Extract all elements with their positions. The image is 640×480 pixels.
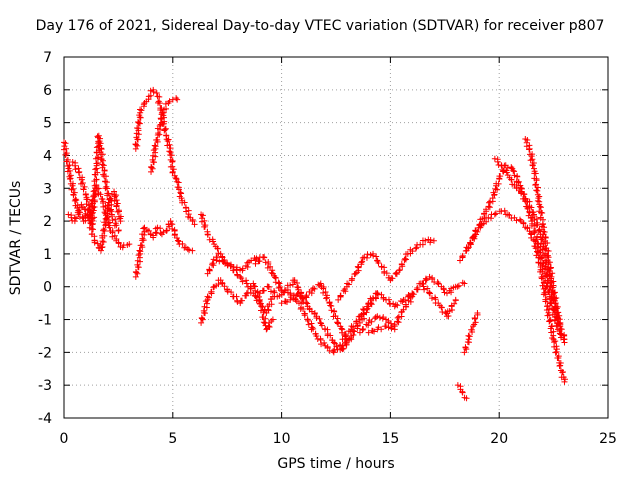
x-tick-label: 25	[599, 431, 617, 447]
y-tick-label: -1	[38, 313, 52, 329]
x-tick-label: 0	[60, 431, 69, 447]
series-markers	[204, 254, 263, 277]
series-markers	[454, 382, 470, 402]
series-track-u	[465, 207, 569, 385]
series-track-q	[417, 280, 459, 320]
series-markers	[465, 207, 569, 385]
x-axis-label: GPS time / hours	[277, 456, 395, 472]
x-tick-label: 20	[490, 431, 508, 447]
y-axis-label: SDTVAR / TECUs	[8, 180, 24, 296]
series-markers	[339, 290, 416, 343]
series-markers	[417, 280, 459, 320]
series-markers	[365, 323, 398, 336]
series-track-i	[204, 254, 263, 277]
series-track-o	[356, 273, 468, 336]
y-tick-label: 1	[43, 247, 52, 263]
y-tick-label: 4	[43, 148, 52, 164]
series-track-r	[454, 382, 470, 402]
x-tick-label: 10	[273, 431, 291, 447]
x-tick-label: 5	[168, 431, 177, 447]
series-markers	[132, 86, 198, 228]
y-tick-label: -3	[38, 378, 52, 394]
series-markers	[491, 155, 564, 330]
x-tick-label: 15	[381, 431, 399, 447]
y-tick-label: -2	[38, 345, 52, 361]
y-tick-label: -4	[38, 411, 52, 427]
series-markers	[148, 95, 181, 175]
y-tick-label: 6	[43, 83, 52, 99]
series-markers	[461, 309, 481, 356]
series-markers	[198, 277, 276, 333]
series-markers	[522, 136, 568, 343]
series-track-v	[491, 155, 564, 330]
series-track-w	[522, 136, 568, 343]
y-tick-label: 2	[43, 214, 52, 230]
y-tick-label: 3	[43, 181, 52, 197]
series-track-m	[335, 236, 437, 303]
series-track-e	[132, 86, 198, 228]
series-track-d	[132, 218, 196, 280]
y-tick-label: 5	[43, 116, 52, 132]
y-tick-label: 7	[43, 50, 52, 66]
plot-frame	[63, 56, 609, 419]
series-track-h	[198, 277, 276, 333]
series-markers	[335, 236, 437, 303]
series-markers	[356, 273, 468, 336]
series-track-s	[461, 309, 481, 356]
series-track-c	[69, 132, 122, 234]
series-markers	[132, 218, 196, 280]
y-tick-label: 0	[43, 280, 52, 296]
series-track-f	[148, 95, 181, 175]
series-track-p	[365, 323, 398, 336]
chart-title: Day 176 of 2021, Sidereal Day-to-day VTE…	[35, 18, 605, 34]
series-track-n	[339, 290, 416, 343]
series-markers	[69, 132, 122, 234]
